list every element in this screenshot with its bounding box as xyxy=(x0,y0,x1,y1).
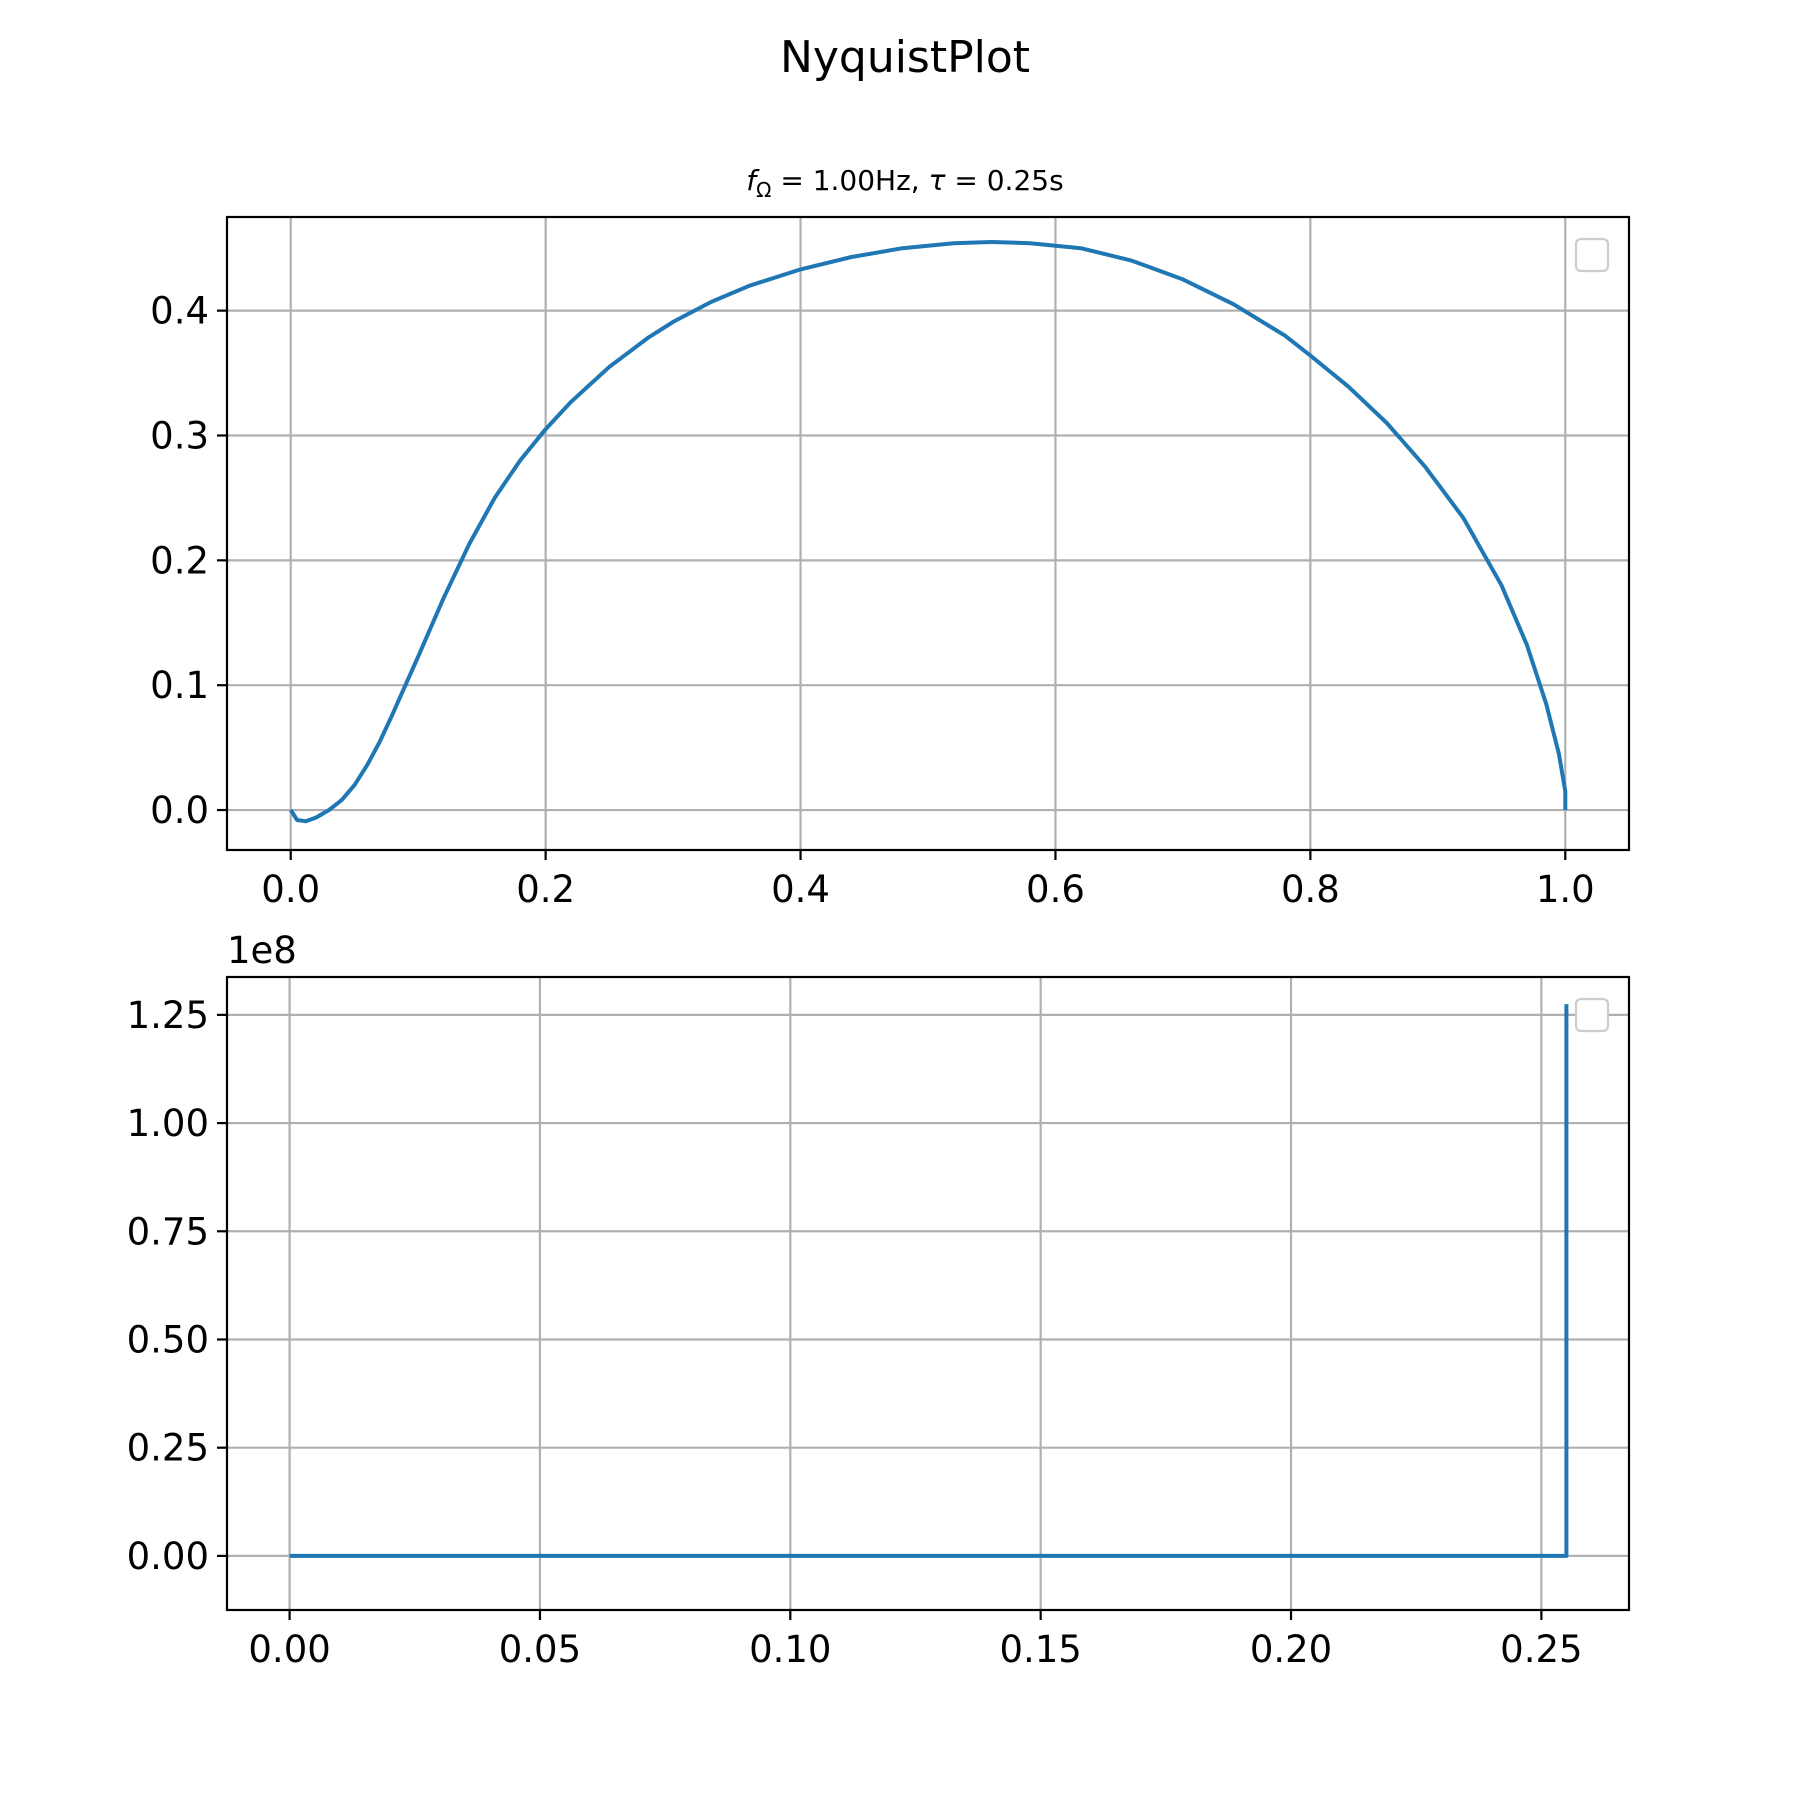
nyquist-plot-axes: 0.0 0.2 0.4 0.6 0.8 1.0 0.0 0.1 0.2 0.3 0.4 xyxy=(150,215,1631,911)
figure-title: NyquistPlot xyxy=(780,32,1030,83)
y-tick-label: 1.00 xyxy=(127,1102,209,1145)
x-tick-label: 0.25 xyxy=(1500,1628,1582,1671)
y-tick-label: 0.00 xyxy=(127,1535,209,1578)
x-tick-label: 0.8 xyxy=(1281,868,1340,911)
axes-frame xyxy=(225,215,1631,852)
y-tick-label: 0.75 xyxy=(127,1210,209,1253)
x-tick-label: 0.15 xyxy=(999,1628,1081,1671)
subtitle-f-rest: = 1.00Hz, xyxy=(771,164,928,197)
y-tick-label: 0.4 xyxy=(150,290,209,333)
y-tick-label: 1.25 xyxy=(127,994,209,1037)
y-tick-label: 0.50 xyxy=(127,1318,209,1361)
subtitle-tau-rest: = 0.25s xyxy=(945,164,1063,197)
x-tick-label: 0.6 xyxy=(1026,868,1085,911)
x-tick-label: 0.00 xyxy=(248,1628,330,1671)
subtitle-f-sub: Ω xyxy=(756,178,771,202)
x-tick-label: 1.0 xyxy=(1536,868,1595,911)
axes-frame xyxy=(225,975,1631,1612)
y-tick-label: 0.25 xyxy=(127,1427,209,1470)
series-line xyxy=(289,1004,1569,1558)
y-tick-label: 0.0 xyxy=(150,789,209,832)
y-offset-label: 1e8 xyxy=(227,929,297,972)
x-tick-label: 0.4 xyxy=(771,868,830,911)
y-tick-label: 0.1 xyxy=(150,664,209,707)
x-tick-label: 0.2 xyxy=(516,868,575,911)
legend-box xyxy=(1574,237,1610,273)
subplot-title: fΩ = 1.00Hz, τ = 0.25s xyxy=(746,164,1063,202)
y-tick-label: 0.3 xyxy=(150,414,209,457)
y-tick-label: 0.2 xyxy=(150,539,209,582)
series-line xyxy=(289,240,1568,824)
x-tick-label: 0.0 xyxy=(261,868,320,911)
x-tick-label: 0.10 xyxy=(749,1628,831,1671)
legend-box xyxy=(1574,997,1610,1033)
time-plot-axes: 0.00 0.05 0.10 0.15 0.20 0.25 0.00 0.25 0.50 0.75… xyxy=(127,975,1631,1671)
x-tick-label: 0.05 xyxy=(499,1628,581,1671)
subtitle-tau: τ xyxy=(929,164,946,197)
x-tick-label: 0.20 xyxy=(1250,1628,1332,1671)
